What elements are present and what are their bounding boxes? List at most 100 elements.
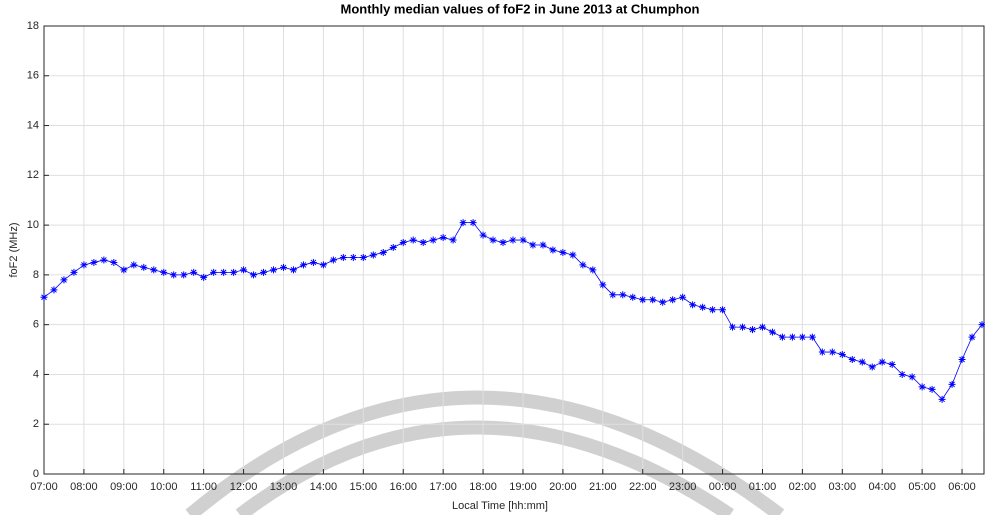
data-marker <box>739 324 746 331</box>
x-tick-label: 04:00 <box>868 481 896 493</box>
data-marker <box>410 237 417 244</box>
data-marker <box>160 269 167 276</box>
data-marker <box>130 261 137 268</box>
data-marker <box>929 386 936 393</box>
data-marker <box>70 269 77 276</box>
data-marker <box>729 324 736 331</box>
data-marker <box>460 219 467 226</box>
data-marker <box>480 232 487 239</box>
data-marker <box>699 304 706 311</box>
x-tick-label: 00:00 <box>709 481 737 493</box>
data-marker <box>60 276 67 283</box>
data-marker <box>799 334 806 341</box>
data-marker <box>110 259 117 266</box>
data-marker <box>300 261 307 268</box>
data-marker <box>400 239 407 246</box>
data-marker <box>839 351 846 358</box>
x-tick-label: 07:00 <box>30 481 58 493</box>
data-marker <box>390 244 397 251</box>
data-marker <box>380 249 387 256</box>
data-marker <box>210 269 217 276</box>
data-marker <box>869 363 876 370</box>
data-marker <box>250 271 257 278</box>
data-marker <box>819 349 826 356</box>
data-marker <box>100 256 107 263</box>
x-tick-label: 09:00 <box>110 481 138 493</box>
y-tick-label: 12 <box>27 169 39 181</box>
data-marker <box>260 269 267 276</box>
data-marker <box>539 242 546 249</box>
data-marker <box>41 294 48 301</box>
data-marker <box>889 361 896 368</box>
data-marker <box>440 234 447 241</box>
y-tick-label: 6 <box>33 319 39 331</box>
data-marker <box>589 266 596 273</box>
data-marker <box>470 219 477 226</box>
data-marker <box>490 237 497 244</box>
plot-frame <box>44 26 984 474</box>
data-marker <box>919 383 926 390</box>
data-marker <box>150 266 157 273</box>
data-marker <box>50 286 57 293</box>
chart: Monthly median values of foF2 in June 20… <box>0 0 985 515</box>
data-marker <box>559 249 566 256</box>
data-marker <box>360 254 367 261</box>
data-marker <box>200 274 207 281</box>
y-tick-label: 18 <box>27 20 39 32</box>
data-line <box>44 223 982 400</box>
x-tick-label: 13:00 <box>270 481 298 493</box>
x-tick-label: 01:00 <box>749 481 777 493</box>
x-axis-label: Local Time [hh:mm] <box>452 500 548 512</box>
data-marker <box>350 254 357 261</box>
data-marker <box>240 266 247 273</box>
data-marker <box>599 281 606 288</box>
y-tick-label: 10 <box>27 219 39 231</box>
x-tick-label: 08:00 <box>70 481 98 493</box>
data-marker <box>529 242 536 249</box>
data-marker <box>270 266 277 273</box>
y-tick-label: 4 <box>33 368 39 380</box>
data-marker <box>450 237 457 244</box>
y-tick-label: 2 <box>33 418 39 430</box>
data-marker <box>749 326 756 333</box>
data-marker <box>180 271 187 278</box>
x-tick-label: 16:00 <box>389 481 417 493</box>
data-marker <box>569 251 576 258</box>
x-tick-label: 10:00 <box>150 481 178 493</box>
x-tick-label: 20:00 <box>549 481 577 493</box>
x-tick-label: 06:00 <box>948 481 976 493</box>
data-marker <box>969 334 976 341</box>
data-marker <box>619 291 626 298</box>
x-tick-label: 18:00 <box>469 481 497 493</box>
data-marker <box>340 254 347 261</box>
data-marker <box>679 294 686 301</box>
data-marker <box>659 299 666 306</box>
data-marker <box>549 247 556 254</box>
x-tick-label: 23:00 <box>669 481 697 493</box>
data-marker <box>579 261 586 268</box>
x-tick-label: 15:00 <box>350 481 378 493</box>
data-marker <box>939 396 946 403</box>
data-marker <box>370 251 377 258</box>
data-marker <box>330 256 337 263</box>
data-marker <box>609 291 616 298</box>
data-marker <box>430 237 437 244</box>
data-marker <box>979 321 985 328</box>
y-tick-label: 14 <box>27 119 39 131</box>
chart-title: Monthly median values of foF2 in June 20… <box>341 1 700 16</box>
data-marker <box>170 271 177 278</box>
data-marker <box>230 269 237 276</box>
data-marker <box>290 266 297 273</box>
data-marker <box>140 264 147 271</box>
data-marker <box>709 306 716 313</box>
data-marker <box>310 259 317 266</box>
data-marker <box>120 266 127 273</box>
data-marker <box>949 381 956 388</box>
data-marker <box>769 329 776 336</box>
x-tick-label: 17:00 <box>429 481 457 493</box>
data-marker <box>500 239 507 246</box>
data-marker <box>899 371 906 378</box>
data-marker <box>80 261 87 268</box>
data-marker <box>90 259 97 266</box>
data-marker <box>909 373 916 380</box>
